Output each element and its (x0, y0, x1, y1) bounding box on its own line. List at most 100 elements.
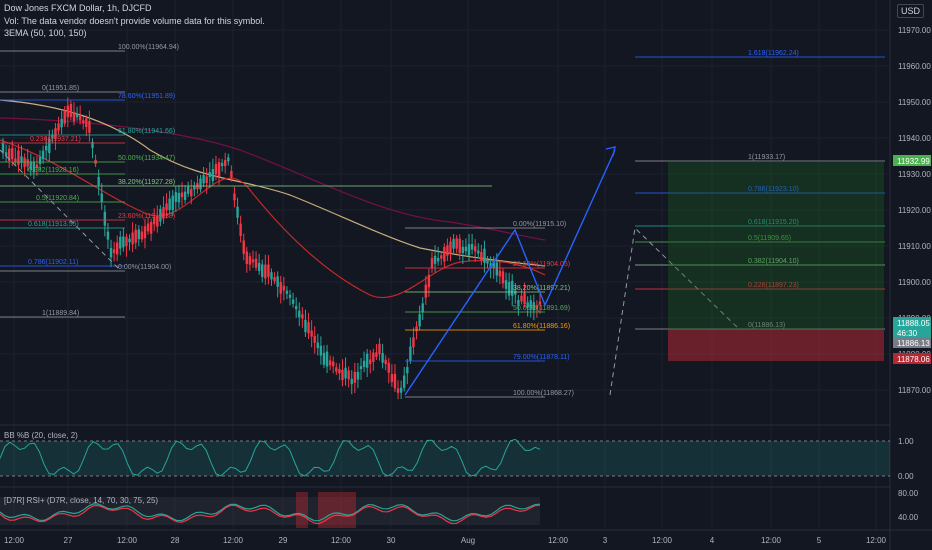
fib-level: 100.00%(11964.94) (0, 44, 179, 52)
svg-text:0.618(11915.20): 0.618(11915.20) (748, 219, 799, 226)
trend-line-up (404, 149, 616, 396)
time-tick-label: 12:00 (761, 536, 782, 545)
ema-indicator-title[interactable]: 3EMA (50, 100, 150) (4, 28, 87, 38)
candle (270, 272, 273, 280)
candle (372, 352, 375, 362)
time-tick-label: 12:00 (117, 536, 138, 545)
bb-percent-line (0, 438, 541, 477)
svg-text:61.80%(11886.16): 61.80%(11886.16) (513, 323, 570, 330)
candle (134, 229, 137, 243)
price-tick-label: 11940.00 (898, 134, 931, 143)
candle (381, 353, 384, 363)
candle (85, 118, 88, 128)
candle (149, 221, 153, 234)
candle (316, 342, 319, 349)
candle (359, 366, 363, 370)
candle (301, 314, 304, 319)
time-tick-label: 28 (171, 536, 180, 545)
candle (446, 245, 449, 256)
candle (54, 128, 57, 140)
rsi-pane-title[interactable]: [D7R] RSI+ (D7R, close, 14, 70, 30, 75, … (4, 496, 159, 505)
candle (11, 148, 14, 160)
svg-text:78.60%(11951.89): 78.60%(11951.89) (118, 93, 175, 100)
fib-level: 0.5(11920.84) (0, 195, 125, 203)
candle (248, 256, 252, 265)
currency-badge[interactable]: USD (896, 4, 924, 18)
fib-level: 23.60%(11904.05) (405, 261, 570, 269)
price-tick-label: 11870.00 (898, 386, 931, 395)
candle (199, 178, 202, 190)
svg-text:46:30: 46:30 (897, 329, 918, 338)
time-tick-label: 3 (603, 536, 608, 545)
candle (180, 192, 184, 198)
candle (91, 141, 94, 149)
candle (294, 305, 298, 310)
price-axis-label: 11888.05 (893, 317, 931, 328)
projection-arrow-head (605, 146, 616, 157)
candle (38, 157, 42, 165)
time-tick-label: 12:00 (866, 536, 887, 545)
candle (461, 246, 465, 254)
dashed-trend-left (0, 149, 121, 271)
candle (233, 193, 236, 201)
candle (325, 351, 329, 367)
candle (66, 105, 70, 118)
candle (335, 367, 338, 372)
candle (387, 362, 390, 373)
candle (507, 281, 511, 296)
candle (190, 189, 193, 197)
time-tick-label: 5 (817, 536, 822, 545)
svg-text:11878.06: 11878.06 (897, 355, 930, 364)
candle (279, 282, 282, 294)
price-tick-label: 11950.00 (898, 98, 931, 107)
candle (436, 257, 440, 262)
candle (477, 250, 480, 254)
candle (122, 236, 125, 248)
time-tick-label: 12:00 (652, 536, 673, 545)
fib-level: 38.20%(11927.28) (0, 179, 492, 187)
candle (483, 248, 486, 263)
svg-text:11888.05: 11888.05 (897, 319, 930, 328)
candle (119, 236, 122, 249)
candle (523, 292, 526, 305)
candle (14, 158, 17, 163)
candle (276, 276, 279, 287)
candle (57, 123, 60, 131)
candle (112, 249, 116, 254)
candle (236, 206, 239, 218)
time-tick-label: 30 (387, 536, 396, 545)
svg-text:0.236(11937.21): 0.236(11937.21) (30, 136, 81, 143)
candle (356, 371, 360, 380)
symbol-title[interactable]: Dow Jones FXCM Dollar, 1h, DJCFD (4, 3, 152, 13)
candle (1, 142, 5, 153)
candle (532, 302, 536, 311)
candle (35, 164, 39, 169)
candle (75, 113, 79, 118)
candle (205, 176, 208, 184)
time-tick-label: 12:00 (4, 536, 25, 545)
price-tick-label: 11970.00 (898, 26, 931, 35)
candle (440, 255, 443, 259)
candle (273, 277, 276, 282)
svg-text:23.60%(11904.05): 23.60%(11904.05) (513, 261, 570, 268)
candle (41, 150, 45, 160)
candle (174, 192, 178, 203)
candle (449, 241, 452, 254)
fib-level: 23.60%(11918.38) (0, 213, 175, 221)
time-tick-label: 29 (279, 536, 288, 545)
bb-pane-title[interactable]: BB %B (20, close, 2) (4, 431, 78, 440)
dashed-projection (609, 226, 741, 396)
candle (418, 314, 421, 327)
candle (526, 302, 529, 308)
fib-level: 50.00%(11891.69) (405, 305, 570, 313)
candle (63, 111, 66, 124)
svg-text:23.60%(11918.38): 23.60%(11918.38) (118, 213, 175, 220)
candle (412, 337, 415, 348)
candle (264, 264, 267, 279)
candle (227, 157, 230, 162)
svg-text:0.5(11909.65): 0.5(11909.65) (748, 235, 791, 242)
candle (106, 231, 110, 240)
fib-level: 0.382(11928.16) (0, 167, 125, 175)
candle (159, 208, 162, 222)
